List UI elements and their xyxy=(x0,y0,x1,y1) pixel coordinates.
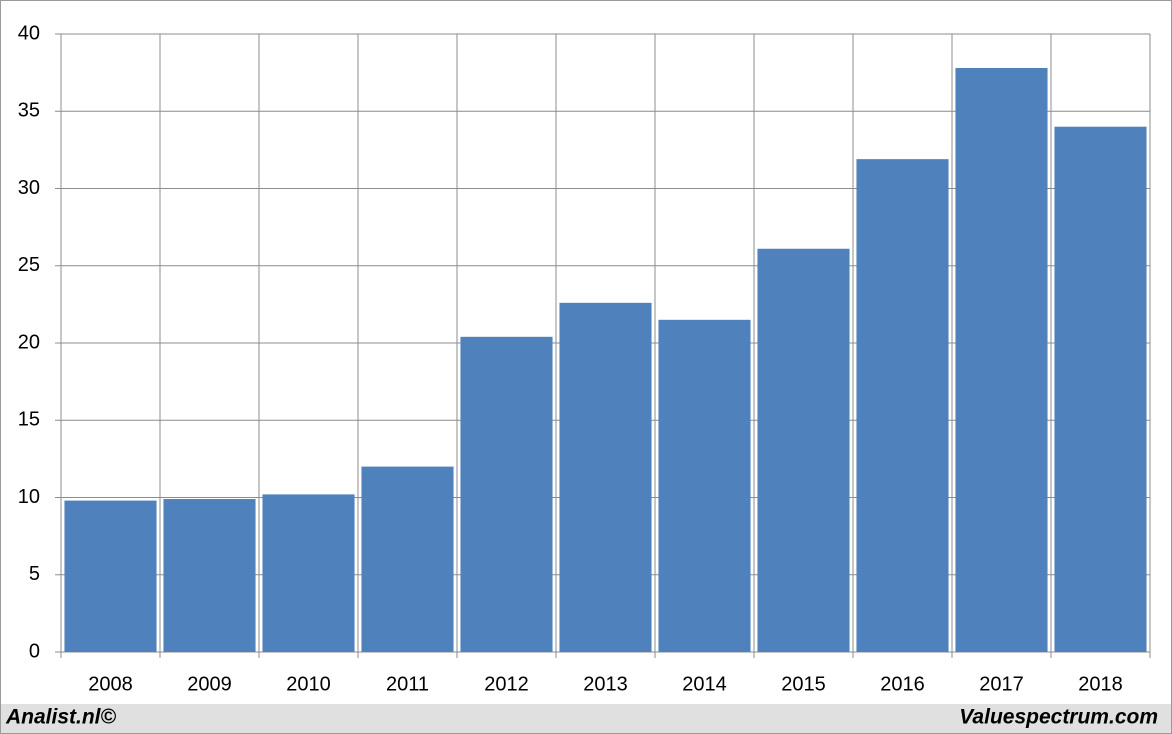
y-tick-label: 0 xyxy=(29,640,40,662)
x-tick-label: 2016 xyxy=(880,673,925,695)
y-tick-label: 20 xyxy=(18,331,40,353)
x-tick-label: 2013 xyxy=(583,673,628,695)
x-tick-label: 2012 xyxy=(484,673,529,695)
bar xyxy=(460,336,553,652)
y-tick-label: 15 xyxy=(18,409,40,431)
x-tick-label: 2011 xyxy=(386,673,429,695)
bar xyxy=(955,67,1048,653)
bar xyxy=(757,248,850,652)
bar xyxy=(361,466,454,652)
bar xyxy=(64,500,157,652)
footer-left: Analist.nl© xyxy=(5,706,117,729)
x-tick-label: 2018 xyxy=(1078,673,1123,695)
bar xyxy=(262,494,355,652)
bar xyxy=(856,159,949,652)
footer-band xyxy=(1,704,1171,733)
x-tick-label: 2015 xyxy=(781,673,826,695)
y-tick-label: 40 xyxy=(18,22,40,44)
bar xyxy=(163,499,256,652)
y-tick-label: 10 xyxy=(18,486,40,508)
bar xyxy=(559,302,652,652)
y-tick-label: 35 xyxy=(18,100,40,122)
bar xyxy=(658,319,751,652)
footer-right: Valuespectrum.com xyxy=(959,706,1158,729)
y-tick-label: 30 xyxy=(18,177,40,199)
x-tick-label: 2014 xyxy=(682,673,727,695)
x-tick-label: 2008 xyxy=(88,673,133,695)
y-tick-label: 5 xyxy=(29,563,40,585)
x-tick-label: 2017 xyxy=(979,673,1024,695)
bar xyxy=(1054,126,1147,652)
x-tick-label: 2010 xyxy=(286,673,331,695)
x-tick-label: 2009 xyxy=(187,673,232,695)
y-tick-label: 25 xyxy=(18,254,40,276)
